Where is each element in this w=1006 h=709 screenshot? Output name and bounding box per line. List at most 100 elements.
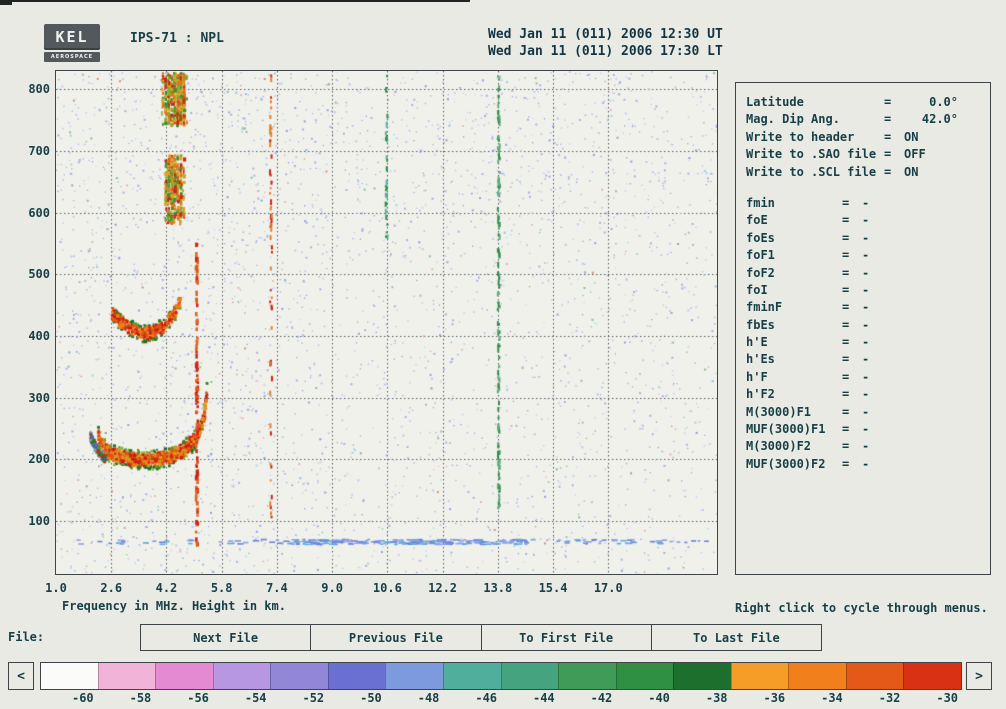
parameters-list: fmin = - foE = - foEs = - foF1 = - foF2 = - foI = - fminF =… <box>746 196 982 474</box>
scan-artifact-top <box>0 0 470 2</box>
equals-sign: = <box>842 387 850 402</box>
kel-logo-subtext: AEROSPACE <box>44 52 100 62</box>
file-button-to-last-file[interactable]: To Last File <box>650 625 821 650</box>
colorbar-swatch--36 <box>730 663 789 689</box>
colorbar-swatch--48 <box>385 663 443 689</box>
ionogram-plot[interactable] <box>55 70 718 575</box>
file-button-next-file[interactable]: Next File <box>193 630 259 645</box>
file-button-to-first-file[interactable]: To First File <box>480 625 651 650</box>
setting-value: ON <box>904 129 919 144</box>
parameter-row: M(3000)F1 = - <box>746 405 982 422</box>
setting-row: Latitude = 0.0° <box>746 95 982 112</box>
parameter-row: fbEs = - <box>746 318 982 335</box>
y-tick-label-100: 100 <box>28 513 50 528</box>
colorbar-label--32: -32 <box>878 691 901 705</box>
setting-value: OFF <box>904 147 926 162</box>
parameter-row: fmin = - <box>746 196 982 213</box>
parameter-row: foEs = - <box>746 231 982 248</box>
equals-sign: = <box>842 213 850 228</box>
colorbar-swatch--38 <box>673 663 731 689</box>
parameter-row: foF1 = - <box>746 248 982 265</box>
axis-caption: Frequency in MHz. Height in km. <box>62 599 286 613</box>
colorbar-swatch--54 <box>212 663 271 689</box>
parameter-label: fmin <box>746 195 775 210</box>
colorbar-swatch--30 <box>903 663 961 689</box>
setting-label: Write to .SAO file <box>746 147 877 162</box>
setting-value: ON <box>904 164 919 179</box>
equals-sign: = <box>842 369 850 384</box>
y-tick-label-400: 400 <box>28 329 50 344</box>
x-tick-label-13.8: 13.8 <box>483 581 513 595</box>
equals-sign: = <box>842 248 850 263</box>
parameter-label: foE <box>746 213 768 228</box>
setting-row: Write to .SCL file = ON <box>746 165 982 182</box>
parameter-value: - <box>862 439 870 454</box>
parameter-value: - <box>862 422 870 437</box>
equals-sign: = <box>842 265 850 280</box>
parameter-value: - <box>862 369 870 384</box>
parameter-value: - <box>862 404 870 419</box>
equals-sign: = <box>842 195 850 210</box>
parameter-value: - <box>862 265 870 280</box>
parameter-label: MUF(3000)F2 <box>746 456 826 471</box>
kel-logo-text: KEL <box>44 24 100 50</box>
colorbar-label--34: -34 <box>821 691 843 705</box>
equals-sign: = <box>884 95 892 109</box>
parameter-row: MUF(3000)F1 = - <box>746 422 982 439</box>
colorbar-swatch--50 <box>327 663 386 689</box>
datetime-ut: Wed Jan 11 (011) 2006 12:30 UT <box>488 27 723 42</box>
equals-sign: = <box>842 335 850 350</box>
parameter-row: fminF = - <box>746 300 982 317</box>
colorbar-label--38: -38 <box>705 691 728 705</box>
setting-row: Write to .SAO file = OFF <box>746 147 982 164</box>
settings-list: Latitude = 0.0° Mag. Dip Ang. = 42.0° Write to… <box>746 95 982 182</box>
x-tick-label-2.6: 2.6 <box>100 581 123 595</box>
colorbar-right-arrow-button[interactable]: > <box>966 662 992 690</box>
equals-sign: = <box>842 317 850 332</box>
colorbar-label--52: -52 <box>302 691 325 705</box>
parameter-value: - <box>862 300 870 315</box>
y-tick-label-500: 500 <box>28 267 50 282</box>
colorbar-left-arrow-button[interactable]: < <box>8 662 34 690</box>
colorbar-label--40: -40 <box>648 691 670 705</box>
colorbar-label--58: -58 <box>129 691 152 705</box>
file-button-previous-file[interactable]: Previous File <box>310 625 480 650</box>
x-tick-label-9: 9.0 <box>321 581 343 595</box>
parameter-label: foEs <box>746 230 775 245</box>
kel-logo: KEL AEROSPACE <box>44 24 100 62</box>
colorbar-label--44: -44 <box>532 691 555 705</box>
x-tick-label-15.4: 15.4 <box>538 581 568 595</box>
equals-sign: = <box>884 147 892 162</box>
parameter-row: foI = - <box>746 283 982 300</box>
parameter-label: fbEs <box>746 317 775 332</box>
colorbar-swatch--60 <box>41 663 98 689</box>
parameter-label: fminF <box>746 300 783 315</box>
setting-label: Write to .SCL file <box>746 164 877 179</box>
file-buttons: Next File Previous File To First File To La… <box>140 624 822 651</box>
parameter-value: - <box>862 282 870 297</box>
colorbar-label--30: -30 <box>936 691 959 705</box>
setting-row: Mag. Dip Ang. = 42.0° <box>746 112 982 129</box>
parameter-row: foF2 = - <box>746 266 982 283</box>
parameter-value: - <box>862 317 870 332</box>
x-tick-label-17: 17.0 <box>593 581 623 595</box>
colorbar-label--36: -36 <box>763 691 786 705</box>
setting-value: 0.0° <box>929 95 958 109</box>
equals-sign: = <box>842 404 850 419</box>
colorbar-label--50: -50 <box>360 691 382 705</box>
parameter-row: foE = - <box>746 213 982 230</box>
colorbar-swatch--32 <box>845 663 904 689</box>
y-tick-label-700: 700 <box>28 144 50 159</box>
colorbar-label--56: -56 <box>187 691 209 705</box>
ionogram-canvas[interactable] <box>56 71 717 574</box>
colorbar-swatch--52 <box>270 663 328 689</box>
equals-sign: = <box>842 439 850 454</box>
colorbar-swatch--42 <box>558 663 616 689</box>
parameter-label: h'E <box>746 335 768 350</box>
x-tick-label-1: 1.0 <box>45 581 67 595</box>
parameter-value: - <box>862 352 870 367</box>
equals-sign: = <box>842 352 850 367</box>
parameter-value: - <box>862 335 870 350</box>
y-tick-label-600: 600 <box>28 205 50 220</box>
parameter-label: M(3000)F2 <box>746 439 812 454</box>
